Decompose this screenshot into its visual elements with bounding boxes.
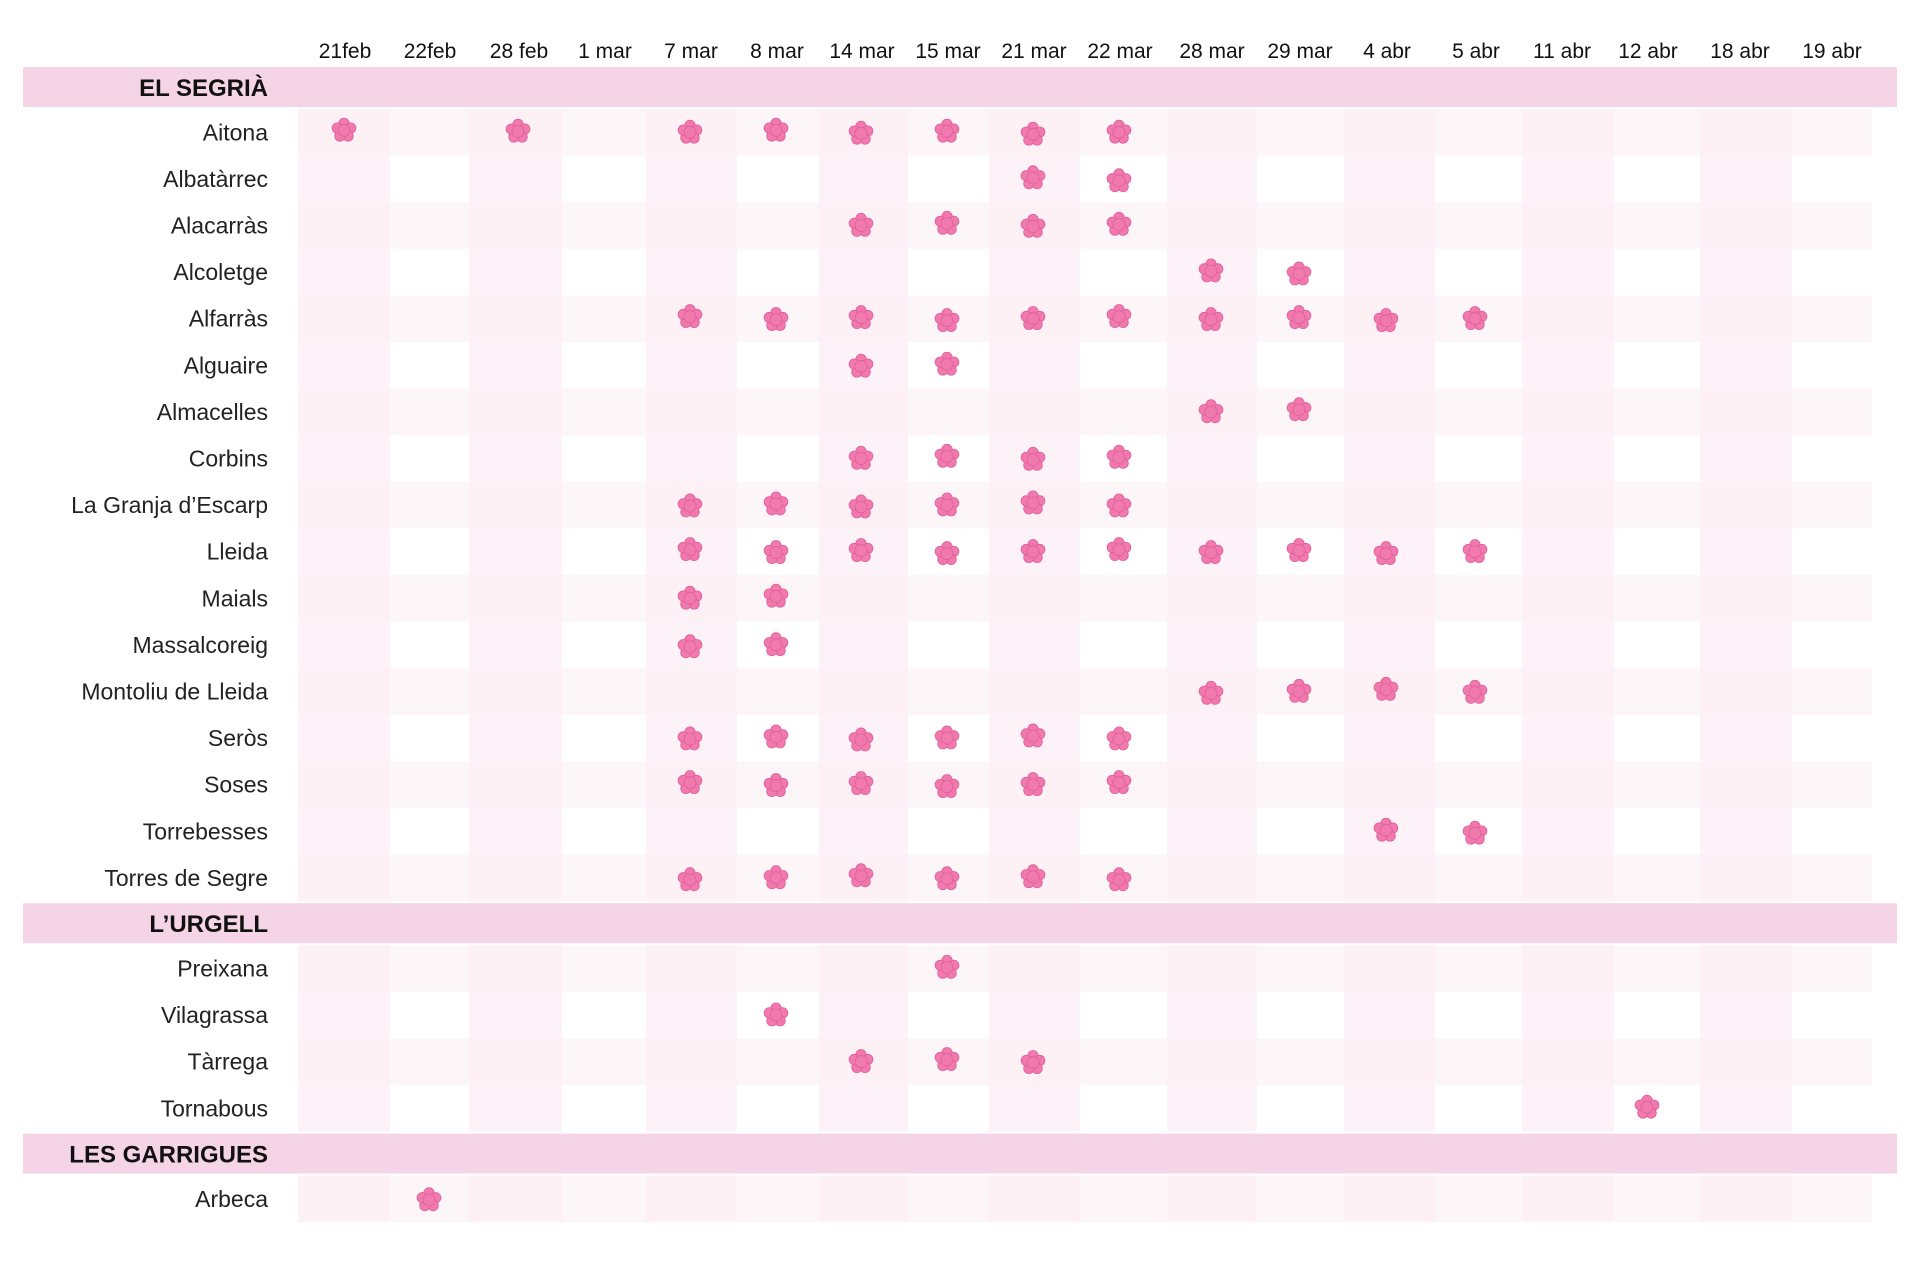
row-label: Preixana [177, 956, 268, 982]
blossom-marker [1106, 168, 1132, 193]
column-tint [1700, 945, 1792, 1132]
row-label: Corbins [189, 446, 268, 472]
blossom-marker [1106, 444, 1132, 469]
column-tint [469, 1175, 562, 1223]
blossom-marker [1286, 261, 1312, 286]
group-label: LES GARRIGUES [69, 1142, 268, 1169]
group-band [23, 1133, 1897, 1174]
blossom-marker [763, 632, 789, 657]
column-header: 14 mar [829, 40, 894, 63]
group-band-layer [23, 67, 1897, 1174]
group-band [23, 903, 1897, 944]
column-header: 12 abr [1618, 40, 1678, 63]
column-tint [1167, 945, 1257, 1132]
blossom-marker [763, 724, 789, 749]
column-header: 19 abr [1802, 40, 1862, 63]
row-label: Torrebesses [143, 818, 268, 844]
row-label: Soses [204, 772, 268, 798]
row-label: Alcoletge [173, 259, 268, 285]
column-tint [1700, 109, 1792, 902]
blossom-marker [934, 351, 960, 376]
row-label: Aitona [203, 119, 268, 145]
column-tint [1344, 1175, 1435, 1223]
column-header: 5 abr [1452, 40, 1500, 63]
row-label: Maials [202, 585, 268, 611]
column-tint [469, 945, 562, 1132]
column-tint [1700, 1175, 1792, 1223]
group-band [23, 67, 1897, 107]
column-header: 11 abr [1533, 40, 1591, 63]
row-label: Alacarràs [171, 213, 268, 239]
column-header: 21feb [319, 40, 372, 63]
column-header: 8 mar [750, 40, 804, 63]
row-label: Lleida [207, 539, 269, 565]
row-label: Albatàrrec [163, 166, 268, 192]
column-tint [1167, 1175, 1257, 1223]
column-header: 22 mar [1087, 40, 1152, 63]
column-header: 28 mar [1179, 40, 1244, 63]
blossom-marker [934, 541, 960, 566]
group-label: EL SEGRIÀ [139, 74, 268, 102]
column-tint [819, 945, 908, 1132]
column-header: 1 mar [578, 40, 632, 63]
blossom-marker [934, 725, 960, 750]
row-label: Massalcoreig [133, 632, 269, 658]
blossom-marker [1634, 1094, 1660, 1119]
column-tint [298, 945, 390, 1132]
row-label: Montoliu de Lleida [81, 679, 268, 705]
column-header: 21 mar [1001, 40, 1066, 63]
column-header: 29 mar [1267, 40, 1332, 63]
column-tint [989, 945, 1080, 1132]
row-label: Vilagrassa [161, 1002, 268, 1028]
row-label: Arbeca [195, 1186, 268, 1212]
blossom-marker [934, 443, 960, 468]
column-tint-layer [298, 109, 1872, 1223]
blossom-marker [1106, 726, 1132, 751]
column-tint [1522, 109, 1614, 902]
row-label: Torres de Segre [104, 865, 268, 891]
blossom-marker [1106, 537, 1132, 562]
column-tint [298, 109, 390, 902]
blossom-marker [763, 1002, 789, 1027]
column-header: 22feb [404, 40, 457, 63]
column-tint [1522, 1175, 1614, 1223]
row-label: Tàrrega [187, 1049, 268, 1075]
column-tint [1344, 945, 1435, 1132]
column-header: 7 mar [664, 40, 718, 63]
column-tint [989, 1175, 1080, 1223]
row-label: Alfarràs [189, 306, 268, 332]
row-label: La Granja d’Escarp [71, 492, 268, 518]
blossom-marker [1286, 538, 1312, 563]
column-tint [646, 1175, 737, 1223]
group-label: L’URGELL [149, 911, 268, 938]
row-label: Seròs [208, 725, 268, 751]
row-label: Tornabous [161, 1095, 268, 1121]
column-tint [298, 1175, 390, 1223]
column-tint [1522, 945, 1614, 1132]
label-layer: 21feb 22feb 28 feb 1 mar 7 mar 8 mar 14 mar 15 … [69, 40, 1861, 1212]
column-header: 4 abr [1363, 40, 1411, 63]
column-tint [819, 1175, 908, 1223]
column-tint [1344, 109, 1435, 902]
column-header: 15 mar [915, 40, 980, 63]
column-tint [469, 109, 562, 902]
row-label: Almacelles [157, 399, 268, 425]
blossom-marker [1462, 820, 1488, 845]
column-tint [646, 945, 737, 1132]
blossom-marker [1462, 539, 1488, 564]
column-header: 28 feb [490, 40, 548, 63]
column-header: 18 abr [1710, 40, 1770, 63]
row-label: Alguaire [184, 352, 268, 378]
blossom-marker [763, 540, 789, 565]
column-tint [1167, 109, 1257, 902]
